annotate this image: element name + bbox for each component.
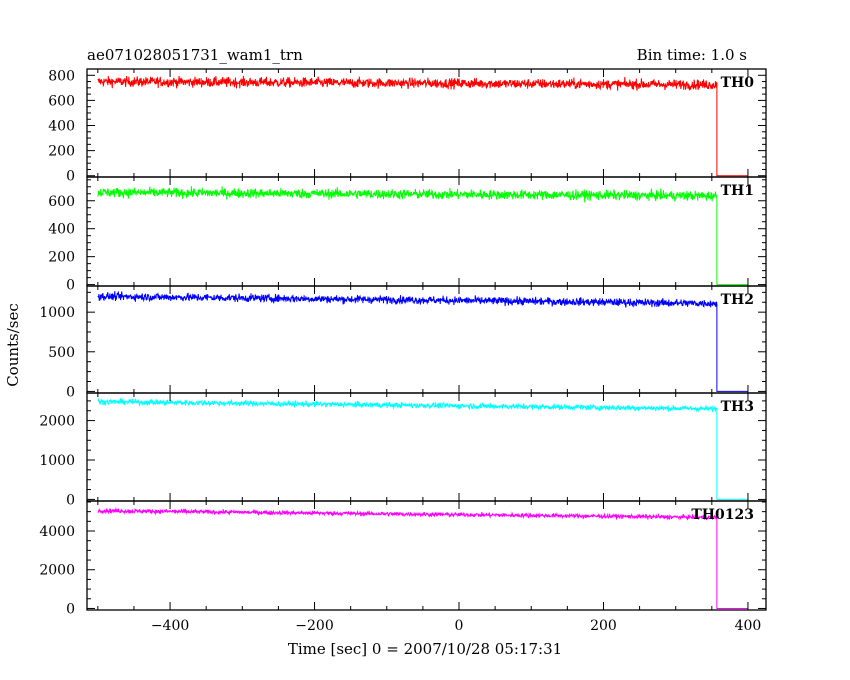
- y-tick-label: 200: [48, 250, 75, 266]
- series-label-th2: TH2: [721, 292, 754, 308]
- y-tick-label: 500: [48, 345, 75, 361]
- panel-th0: 0 200 400 600 800 TH0: [48, 68, 767, 185]
- x-axis-label: Time [sec] 0 = 2007/10/28 05:17:31: [288, 640, 562, 658]
- chart-title: ae071028051731_wam1_trn: [87, 46, 303, 64]
- y-tick-label: 600: [48, 93, 75, 109]
- y-tick-label: 400: [48, 119, 75, 135]
- y-tick-label: 0: [66, 169, 75, 185]
- y-tick-label: 2000: [39, 414, 75, 430]
- series-line-th1: [97, 186, 748, 286]
- y-tick-label: 1000: [39, 305, 75, 321]
- series-label-th0123: TH0123: [691, 507, 754, 523]
- panel-frame: [86, 500, 767, 611]
- y-tick-label: 0: [66, 384, 75, 400]
- x-tick-label: −400: [151, 618, 189, 634]
- series-line-th2: [97, 291, 748, 392]
- series-label-th1: TH1: [721, 183, 754, 199]
- y-tick-label: 800: [48, 68, 75, 84]
- panel-th2: 0 500 1000 TH2: [39, 285, 767, 400]
- x-tick-label: 400: [735, 618, 762, 634]
- y-tick-label: 200: [48, 144, 75, 160]
- series-label-th3: TH3: [721, 399, 754, 415]
- x-tick-label: 0: [455, 618, 464, 634]
- y-tick-label: 0: [66, 601, 75, 617]
- bin-time-label: Bin time: 1.0 s: [637, 46, 747, 64]
- x-tick-label: −200: [295, 618, 333, 634]
- y-axis-label: Counts/sec: [4, 303, 22, 387]
- y-tick-label: 1000: [39, 453, 75, 469]
- series-label-th0: TH0: [721, 75, 755, 91]
- series-line-th0123: [97, 506, 748, 609]
- panel-th0123: 0 2000 4000 TH0123: [39, 500, 767, 617]
- x-tick-label: 200: [590, 618, 617, 634]
- y-tick-label: 0: [66, 278, 75, 294]
- y-tick-label: 2000: [39, 563, 75, 579]
- y-tick-label: 4000: [39, 524, 75, 540]
- panel-th1: 0 200 400 600 TH1: [48, 176, 767, 294]
- panels-group: 0 200 400 600 800 TH0 0 200 400 600 TH1 0 500 1000 TH2…: [39, 68, 767, 634]
- y-tick-label: 400: [48, 222, 75, 238]
- panel-th3: 0 1000 2000 TH3: [39, 392, 767, 508]
- y-tick-label: 600: [48, 194, 75, 210]
- series-line-th3: [97, 397, 748, 500]
- y-tick-label: 0: [66, 492, 75, 508]
- series-line-th0: [97, 75, 748, 177]
